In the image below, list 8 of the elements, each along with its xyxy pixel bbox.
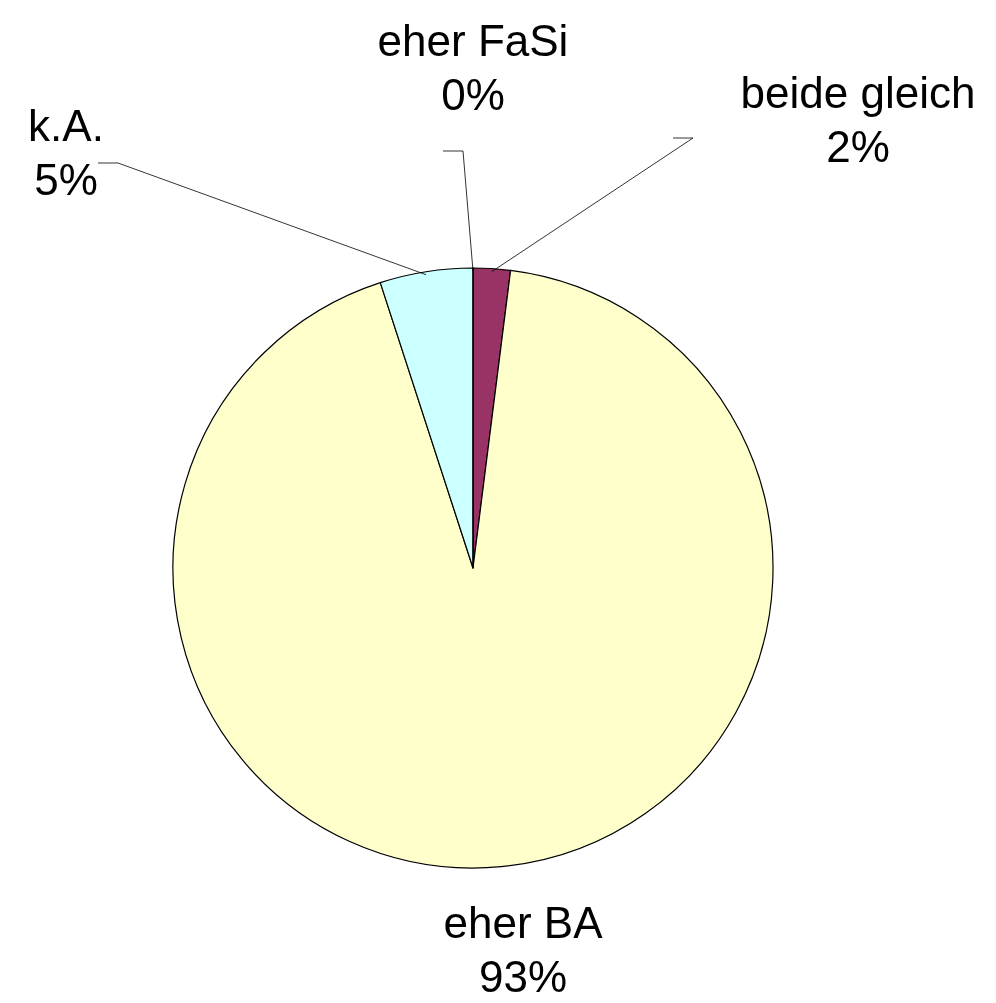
category-label: eher FaSi: [377, 16, 569, 65]
data-label: 93%: [478, 952, 568, 1001]
data-label: 5%: [34, 155, 98, 204]
slice-label: beide gleich: [740, 68, 976, 117]
slice-label: k.A.: [28, 101, 104, 150]
slice-label: eher BA: [443, 898, 604, 947]
text: 0%: [441, 70, 505, 119]
data-label: 2%: [826, 122, 890, 171]
